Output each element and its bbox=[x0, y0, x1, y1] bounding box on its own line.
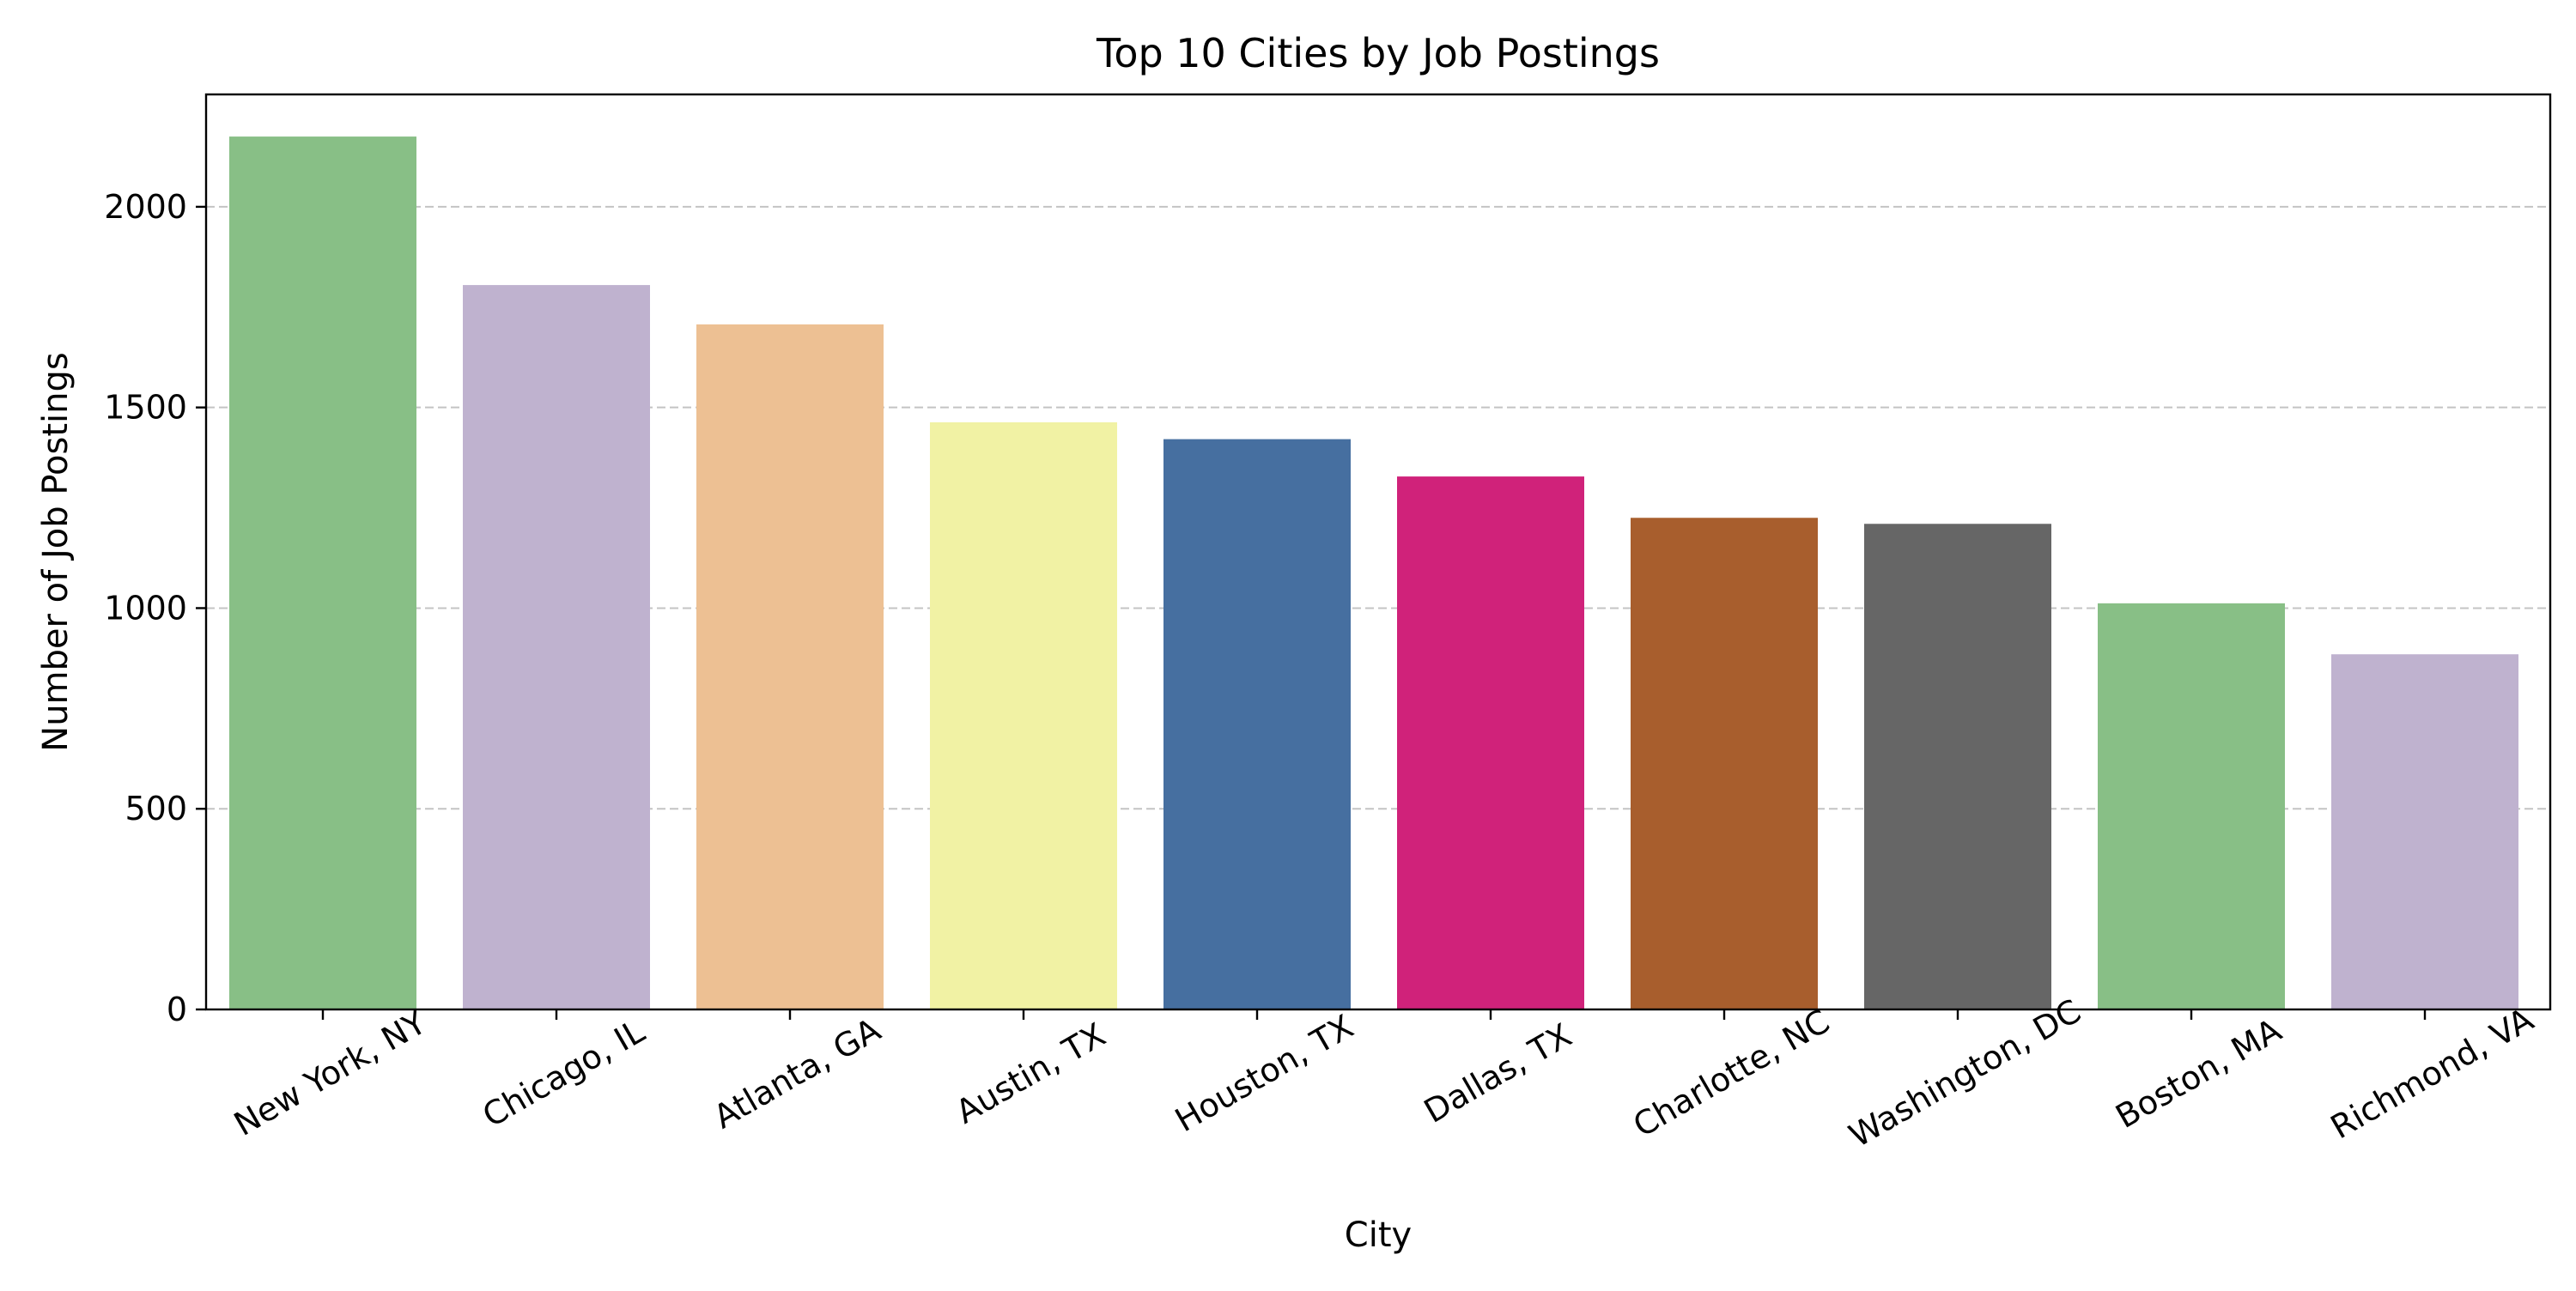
bar bbox=[463, 285, 650, 1009]
x-tick-label: New York, NY bbox=[228, 1003, 433, 1143]
x-axis-ticks: New York, NY Chicago, IL Atlanta, GA Austin… bbox=[228, 992, 2540, 1155]
y-axis-ticks: 0 500 1000 1500 2000 bbox=[104, 188, 206, 1028]
x-tick-label: Boston, MA bbox=[2110, 1011, 2288, 1136]
x-tick-label: Charlotte, NC bbox=[1627, 1002, 1836, 1144]
x-tick-label: Washington, DC bbox=[1843, 992, 2087, 1155]
bar bbox=[930, 421, 1117, 1009]
y-tick-label: 1500 bbox=[104, 389, 187, 427]
bar bbox=[1631, 518, 1818, 1009]
x-tick-label: Dallas, TX bbox=[1418, 1016, 1578, 1130]
x-tick-label: Chicago, IL bbox=[477, 1012, 651, 1135]
chart-title: Top 10 Cities by Job Postings bbox=[1096, 30, 1660, 76]
x-tick-label: Richmond, VA bbox=[2324, 1000, 2540, 1146]
x-tick-label: Austin, TX bbox=[950, 1015, 1112, 1131]
bars bbox=[229, 136, 2518, 1010]
x-tick-label: Houston, TX bbox=[1169, 1007, 1359, 1139]
plot-frame bbox=[204, 93, 2552, 1011]
y-tick-label: 500 bbox=[125, 790, 187, 827]
bar bbox=[229, 136, 416, 1009]
bar bbox=[1163, 439, 1351, 1009]
bar bbox=[2331, 654, 2518, 1009]
y-tick-label: 1000 bbox=[104, 589, 187, 627]
y-tick-label: 2000 bbox=[104, 188, 187, 226]
bar bbox=[2098, 603, 2285, 1009]
x-tick-label: Atlanta, GA bbox=[708, 1010, 887, 1136]
bar bbox=[696, 324, 884, 1010]
bar bbox=[1397, 476, 1584, 1009]
y-tick-label: 0 bbox=[167, 991, 187, 1028]
x-axis-label: City bbox=[1345, 1215, 1412, 1255]
y-axis-label: Number of Job Postings bbox=[36, 352, 76, 751]
bar bbox=[1864, 524, 2051, 1009]
